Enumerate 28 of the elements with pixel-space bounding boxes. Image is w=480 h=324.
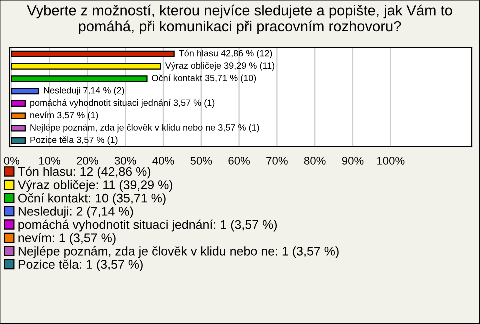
legend-label: pomáchá vyhodnotit situaci jednání: 1 (3,57 %)	[18, 220, 278, 232]
x-tick-label: 0%	[4, 157, 20, 165]
legend-label: Tón hlasu: 12 (42,86 %)	[18, 166, 151, 179]
legend-label: Pozice těla: 1 (3,57 %)	[18, 260, 143, 272]
data-label: pomáchá vyhodnotit situaci jednání 3,57 % (1)	[30, 99, 215, 108]
legend-label: nevím: 1 (3,57 %)	[18, 233, 116, 245]
data-label: Pozice těla 3,57 % (1)	[30, 136, 118, 146]
legend-label: Výraz obličeje: 11 (39,29 %)	[18, 180, 173, 192]
x-tick-label: 60%	[228, 157, 250, 165]
data-label: Oční kontakt 35,71 % (10)	[152, 74, 256, 84]
x-tick-label: 30%	[114, 157, 136, 165]
data-label: nevím 3,57 % (1)	[30, 112, 98, 120]
x-tick-label: 80%	[304, 157, 326, 165]
data-label: Nesleduji 7,14 % (2)	[44, 87, 124, 96]
legend-label: Nejlépe poznám, zda je člověk v klidu nebo ne: 1 (3,57 %)	[18, 246, 339, 258]
x-tick-label: 100%	[378, 157, 405, 165]
legend-label: Oční kontakt: 10 (35,71 %)	[18, 193, 166, 206]
legend-label: Nesleduji: 2 (7,14 %)	[18, 206, 134, 218]
x-tick-label: 10%	[40, 157, 61, 165]
x-tick-label: 70%	[266, 157, 288, 165]
data-label: Výraz obličeje 39,29 % (11)	[165, 62, 275, 71]
x-tick-label: 50%	[190, 157, 212, 165]
data-label: Nejlépe poznám, zda je člověk v klidu nebo ne 3,57 % (1)	[30, 124, 260, 133]
x-tick-label: 40%	[152, 157, 174, 165]
x-tick-label: 20%	[77, 157, 98, 165]
x-tick-label: 90%	[342, 157, 364, 165]
chart-title: Vyberte z možností, kterou nejvíce sledujete a popište, jak Vám to pomáhá, při komunikaci při pracovním rozhovoru?	[27, 4, 452, 35]
data-label: Tón hlasu 42,86 % (12)	[179, 50, 272, 58]
